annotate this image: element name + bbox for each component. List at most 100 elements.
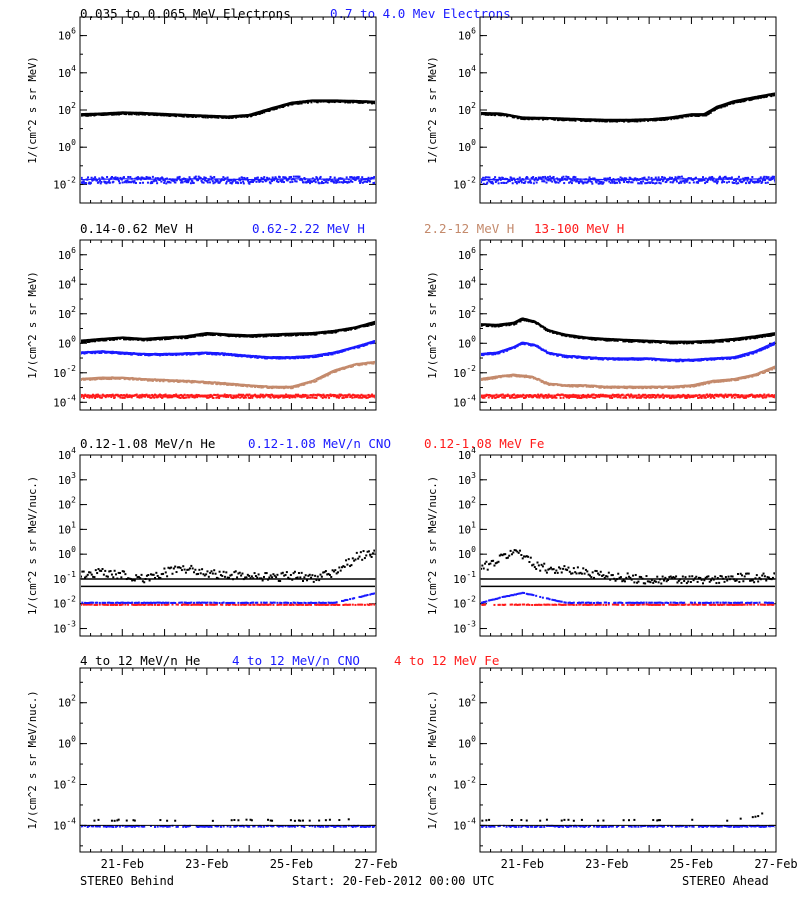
series-line xyxy=(81,339,375,358)
data-point xyxy=(344,329,347,332)
data-point xyxy=(736,396,739,399)
data-point xyxy=(688,384,691,387)
data-point xyxy=(249,396,252,399)
data-point xyxy=(266,176,269,179)
data-point xyxy=(263,395,266,398)
data-point xyxy=(373,361,375,364)
data-point xyxy=(559,396,562,399)
data-point xyxy=(246,335,249,338)
data-point xyxy=(556,178,559,181)
data-point xyxy=(361,181,364,184)
data-point xyxy=(314,181,317,184)
data-point xyxy=(585,396,588,399)
data-point xyxy=(654,176,657,179)
data-point xyxy=(169,181,172,184)
data-point xyxy=(577,395,580,398)
data-point xyxy=(359,396,362,399)
data-point xyxy=(576,396,579,399)
data-point xyxy=(374,181,375,184)
data-point xyxy=(162,179,165,182)
data-point xyxy=(574,396,577,399)
data-point xyxy=(678,182,681,185)
data-point xyxy=(568,181,571,184)
data-point xyxy=(222,176,225,179)
data-point xyxy=(265,179,268,182)
data-point xyxy=(654,396,657,399)
data-point xyxy=(290,175,293,178)
data-point xyxy=(741,354,744,357)
data-point xyxy=(234,179,237,182)
data-point xyxy=(337,179,340,182)
data-point xyxy=(482,396,485,399)
data-point xyxy=(743,179,746,182)
data-point xyxy=(204,176,207,179)
data-point xyxy=(744,396,747,399)
data-point xyxy=(481,181,482,184)
data-point xyxy=(687,395,690,398)
data-point xyxy=(608,176,611,179)
data-point xyxy=(146,181,149,184)
data-point xyxy=(602,181,605,184)
data-point xyxy=(254,386,257,389)
data-point xyxy=(538,396,541,399)
data-point xyxy=(733,181,736,184)
data-point xyxy=(687,177,690,180)
data-point xyxy=(232,396,235,399)
data-point xyxy=(618,181,621,184)
data-point xyxy=(270,180,273,183)
data-point xyxy=(277,181,280,184)
data-point xyxy=(649,387,652,390)
data-point xyxy=(374,341,375,344)
data-point xyxy=(598,180,601,183)
data-point xyxy=(178,380,181,383)
data-point xyxy=(331,331,334,334)
data-point xyxy=(545,181,548,184)
data-point xyxy=(613,395,616,398)
data-point xyxy=(597,358,600,361)
data-point xyxy=(117,178,120,181)
data-point xyxy=(81,395,82,398)
data-point xyxy=(616,386,619,389)
data-point xyxy=(235,384,238,387)
data-point xyxy=(760,181,763,184)
data-point xyxy=(202,181,205,184)
data-point xyxy=(514,396,517,399)
data-point xyxy=(598,120,601,123)
data-point xyxy=(549,353,552,356)
data-point xyxy=(353,176,356,179)
data-point xyxy=(101,339,104,342)
data-point xyxy=(130,181,133,184)
data-point xyxy=(339,395,342,398)
data-point xyxy=(692,181,695,184)
data-point xyxy=(179,179,182,182)
data-point xyxy=(517,117,520,120)
data-point xyxy=(292,386,295,389)
data-point xyxy=(328,396,331,399)
series-line xyxy=(481,92,775,121)
data-point xyxy=(522,118,525,121)
data-point xyxy=(187,181,190,184)
data-point xyxy=(228,179,231,182)
data-point xyxy=(730,396,733,399)
data-point xyxy=(284,386,287,389)
y-tick-label: 100 xyxy=(58,334,76,350)
data-point xyxy=(730,379,733,382)
data-point xyxy=(192,181,195,184)
data-point xyxy=(297,357,300,360)
data-point xyxy=(747,376,750,379)
data-point xyxy=(576,356,579,359)
data-point xyxy=(346,396,349,399)
data-point xyxy=(253,113,256,116)
data-point xyxy=(773,367,775,370)
data-point xyxy=(278,106,281,109)
data-point xyxy=(251,355,254,358)
data-point xyxy=(118,182,121,185)
data-point xyxy=(728,180,731,183)
data-point xyxy=(750,179,753,182)
data-point xyxy=(268,177,271,180)
data-point xyxy=(138,177,141,180)
data-point xyxy=(651,181,654,184)
data-point xyxy=(373,340,375,343)
data-point xyxy=(655,182,658,185)
data-point xyxy=(108,179,111,182)
